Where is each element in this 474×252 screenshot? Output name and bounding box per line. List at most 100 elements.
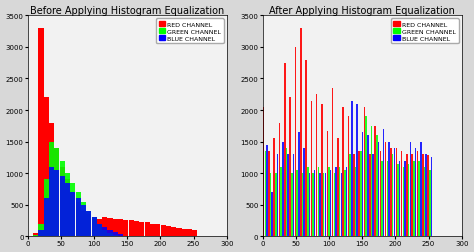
- Bar: [401, 151, 402, 236]
- Bar: [295, 48, 296, 236]
- Bar: [381, 161, 383, 236]
- Bar: [411, 154, 413, 236]
- Bar: [44, 199, 49, 236]
- Bar: [108, 233, 112, 236]
- Bar: [419, 161, 420, 236]
- Bar: [171, 228, 176, 236]
- Bar: [312, 173, 314, 236]
- Bar: [145, 223, 150, 236]
- Bar: [279, 123, 280, 236]
- Bar: [76, 192, 81, 236]
- Bar: [65, 173, 70, 236]
- Bar: [376, 136, 377, 236]
- Bar: [351, 101, 353, 236]
- Bar: [356, 104, 358, 236]
- Bar: [284, 64, 286, 236]
- Bar: [355, 167, 356, 236]
- Bar: [301, 173, 303, 236]
- Bar: [344, 170, 346, 236]
- Title: Before Applying Histogram Equalization: Before Applying Histogram Equalization: [30, 6, 224, 15]
- Bar: [327, 131, 328, 236]
- Bar: [293, 154, 294, 236]
- Bar: [309, 173, 310, 236]
- Bar: [65, 180, 70, 236]
- Bar: [91, 217, 97, 236]
- Bar: [410, 142, 411, 236]
- Bar: [275, 173, 277, 236]
- Bar: [91, 217, 97, 236]
- Bar: [415, 148, 416, 236]
- Bar: [318, 167, 319, 236]
- Bar: [264, 151, 266, 236]
- Bar: [314, 170, 316, 236]
- Bar: [70, 192, 75, 236]
- Bar: [86, 211, 91, 236]
- Bar: [346, 167, 347, 236]
- Bar: [365, 117, 367, 236]
- Bar: [49, 167, 54, 236]
- Bar: [55, 148, 59, 236]
- Bar: [97, 224, 102, 236]
- Bar: [113, 219, 118, 236]
- Bar: [417, 151, 419, 236]
- Bar: [118, 219, 123, 236]
- Bar: [422, 154, 424, 236]
- Bar: [393, 148, 395, 236]
- Bar: [291, 173, 292, 236]
- Bar: [385, 142, 386, 236]
- Bar: [303, 148, 305, 236]
- Bar: [404, 161, 406, 236]
- Bar: [65, 183, 70, 236]
- Bar: [102, 227, 107, 236]
- Bar: [38, 29, 44, 236]
- Bar: [397, 164, 399, 236]
- Bar: [76, 202, 81, 236]
- Bar: [139, 222, 145, 236]
- Bar: [38, 224, 44, 236]
- Title: After Applying Histogram Equalization: After Applying Histogram Equalization: [269, 6, 455, 15]
- Bar: [97, 219, 102, 236]
- Bar: [70, 192, 75, 236]
- Bar: [86, 214, 91, 236]
- Bar: [108, 218, 112, 236]
- Bar: [86, 211, 91, 236]
- Bar: [118, 234, 123, 236]
- Bar: [392, 154, 393, 236]
- Bar: [49, 142, 54, 236]
- Bar: [270, 173, 271, 236]
- Bar: [323, 173, 324, 236]
- Bar: [321, 104, 323, 236]
- Bar: [296, 170, 298, 236]
- Bar: [268, 151, 270, 236]
- Bar: [429, 170, 430, 236]
- Bar: [369, 154, 371, 236]
- Bar: [383, 130, 384, 236]
- Legend: RED CHANNEL, GREEN CHANNEL, BLUE CHANNEL: RED CHANNEL, GREEN CHANNEL, BLUE CHANNEL: [156, 19, 224, 44]
- Bar: [387, 161, 388, 236]
- Bar: [81, 211, 86, 236]
- Bar: [281, 167, 282, 236]
- Bar: [290, 98, 291, 236]
- Bar: [129, 220, 134, 236]
- Bar: [38, 230, 44, 236]
- Bar: [277, 154, 278, 236]
- Bar: [108, 230, 112, 236]
- Bar: [349, 154, 351, 236]
- Bar: [182, 229, 187, 236]
- Bar: [187, 229, 192, 236]
- Bar: [33, 233, 38, 236]
- Bar: [44, 180, 49, 236]
- Bar: [44, 98, 49, 236]
- Bar: [364, 107, 365, 236]
- Bar: [134, 221, 139, 236]
- Bar: [380, 151, 381, 236]
- Bar: [424, 167, 425, 236]
- Bar: [33, 235, 38, 236]
- Bar: [413, 161, 415, 236]
- Bar: [113, 235, 118, 236]
- Bar: [319, 173, 321, 236]
- Bar: [378, 142, 379, 236]
- Bar: [70, 183, 75, 236]
- Bar: [426, 154, 427, 236]
- Bar: [263, 107, 264, 236]
